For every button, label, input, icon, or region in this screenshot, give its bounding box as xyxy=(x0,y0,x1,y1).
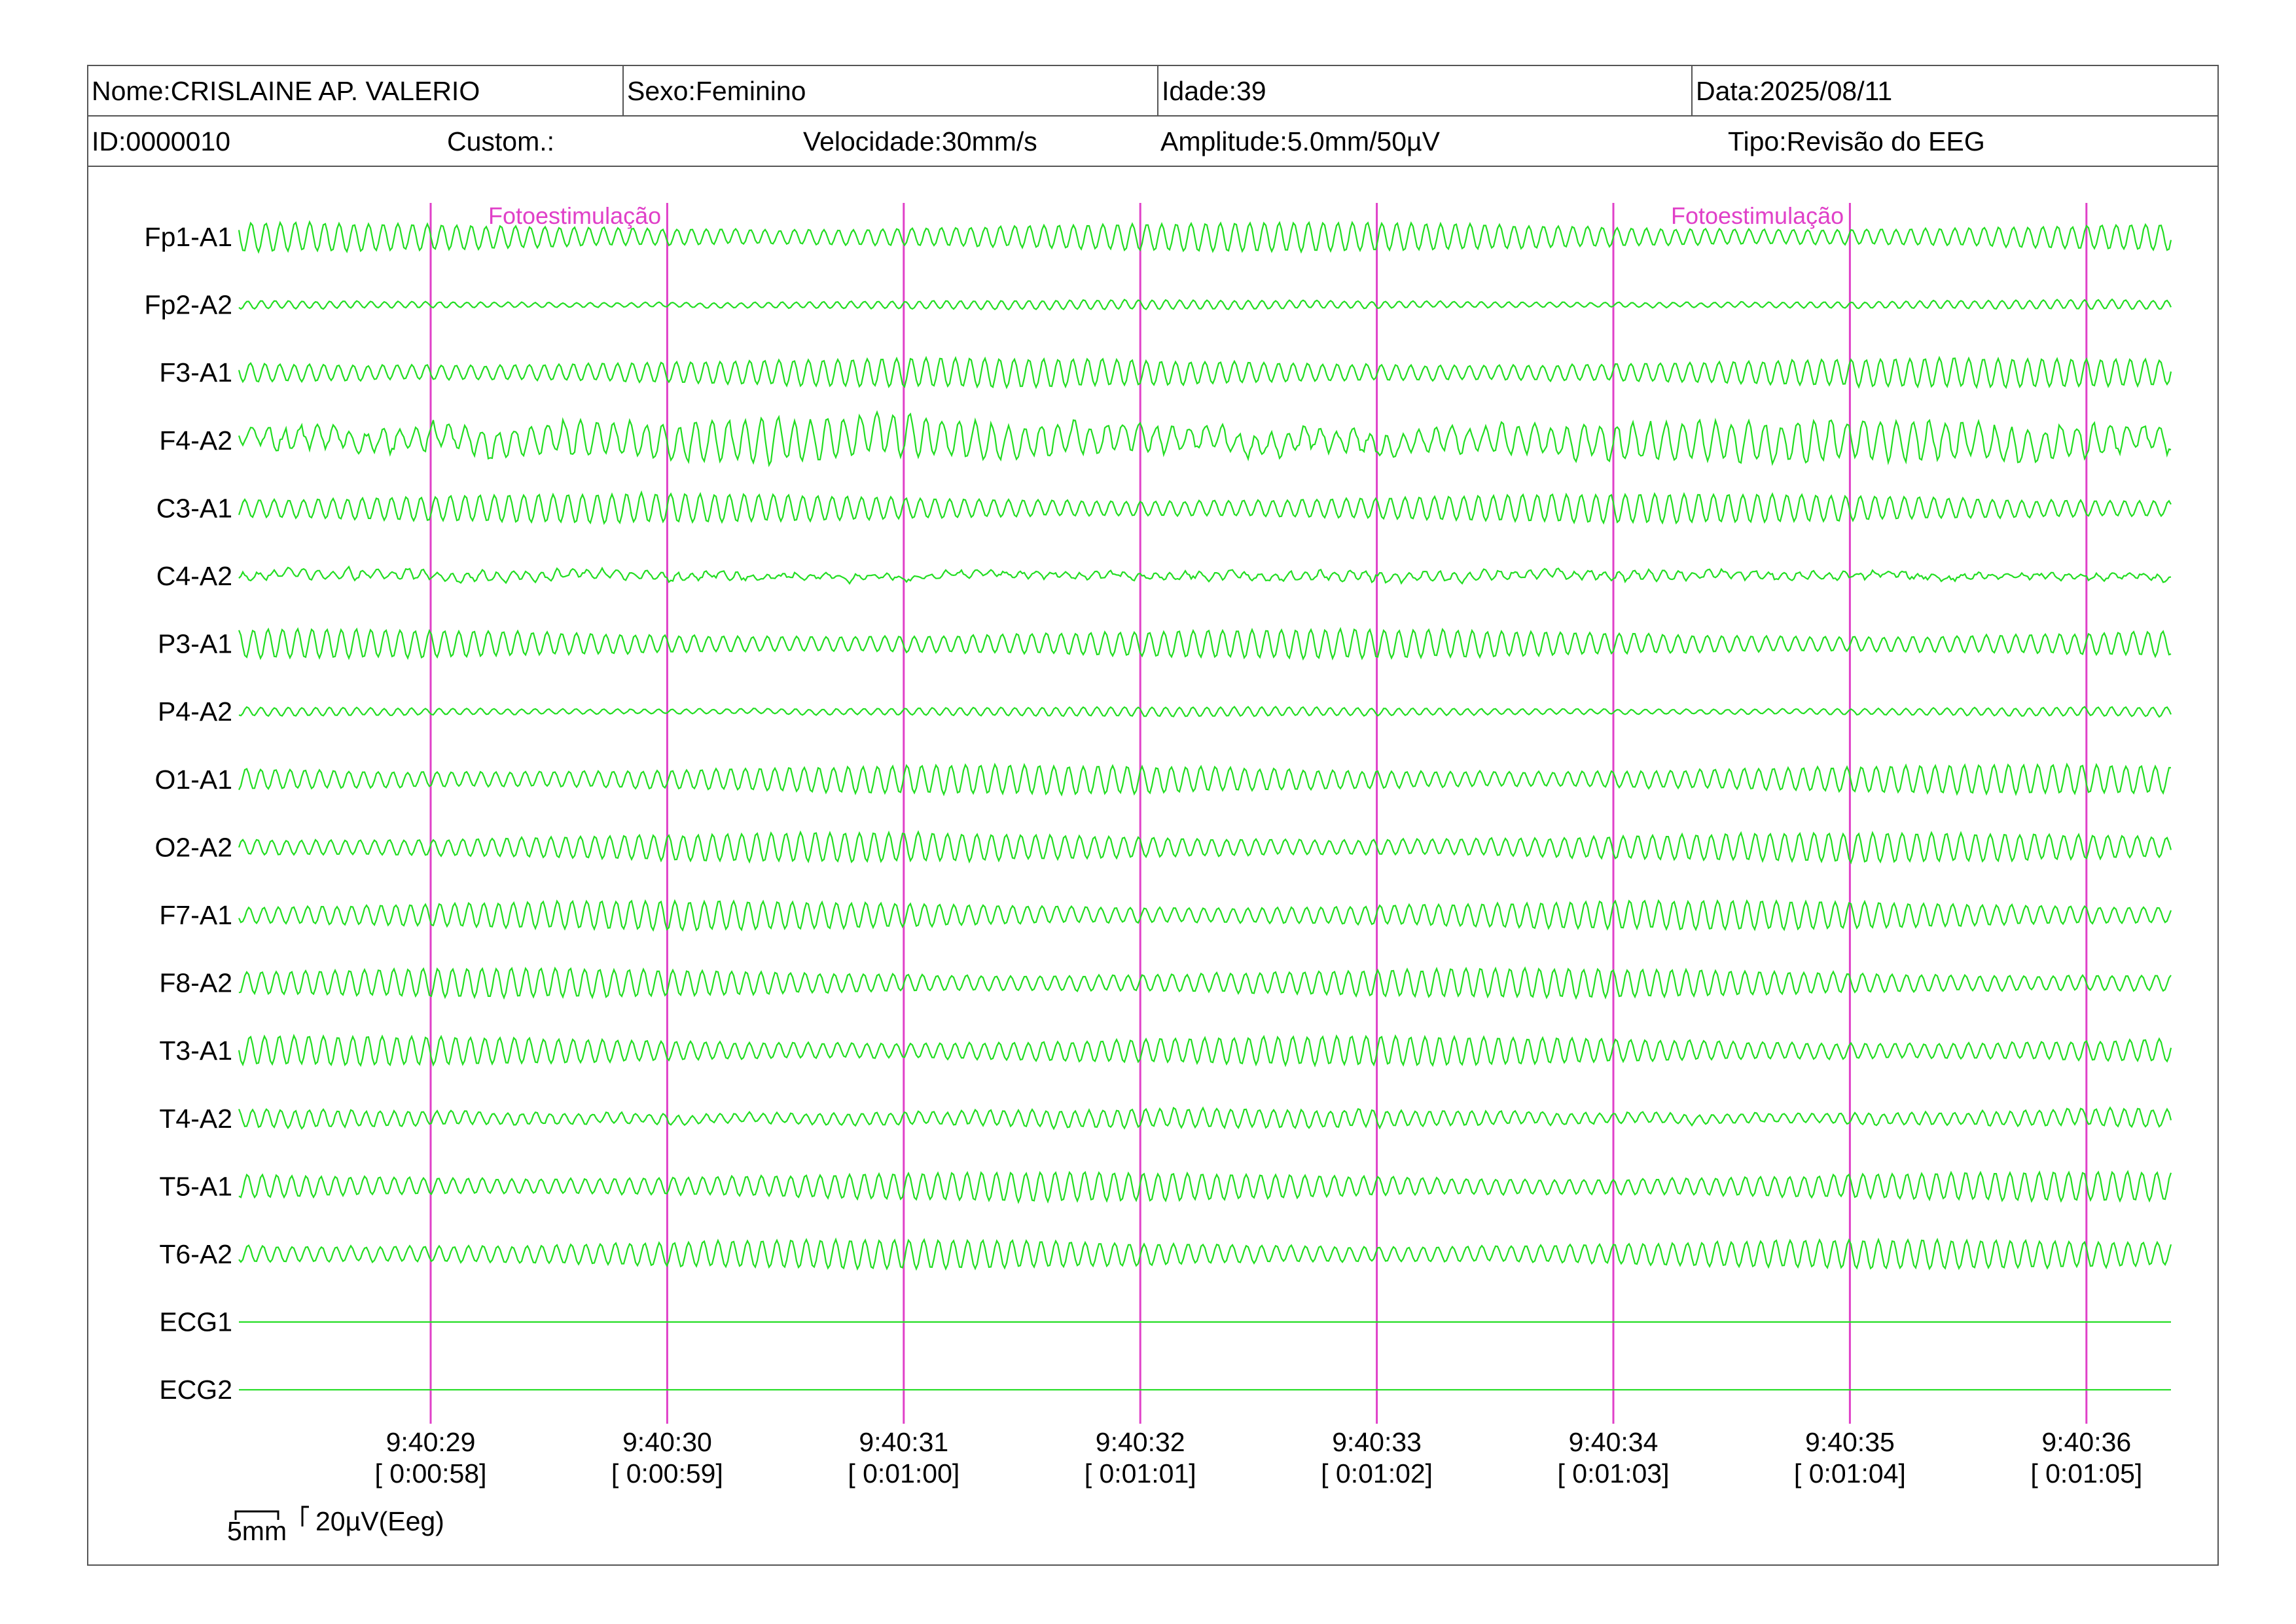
channel-label: O2-A2 xyxy=(155,832,233,862)
eeg-trace xyxy=(238,1237,2172,1271)
time-elapsed-label: [ 0:01:01] xyxy=(1085,1458,1196,1489)
channel-label: O1-A1 xyxy=(155,765,233,795)
patient-age: Idade:39 xyxy=(1157,66,1691,115)
channel-label: ECG2 xyxy=(159,1375,232,1405)
event-annotations: Fotoestimulação Fotoestimulação xyxy=(488,202,1844,229)
channel-label: T3-A1 xyxy=(159,1036,232,1066)
channel-label: Fp1-A1 xyxy=(145,222,232,252)
channel-label: C3-A1 xyxy=(156,493,232,523)
channel-label: T5-A1 xyxy=(159,1171,232,1201)
eeg-trace xyxy=(238,1106,2172,1130)
eeg-trace xyxy=(238,490,2172,525)
speed-setting: Velocidade:30mm/s xyxy=(803,126,1037,156)
scale-bar: 5mm 20µV(Eeg) xyxy=(227,1506,444,1546)
time-elapsed-label: [ 0:01:04] xyxy=(1794,1458,1906,1489)
time-clock-label: 9:40:29 xyxy=(386,1427,476,1457)
eeg-trace xyxy=(238,966,2172,1000)
report-type: Tipo:Revisão do EEG xyxy=(1728,126,1985,156)
time-elapsed-label: [ 0:01:03] xyxy=(1558,1458,1670,1489)
time-elapsed-label: [ 0:01:02] xyxy=(1321,1458,1433,1489)
time-scale-label: 5mm xyxy=(227,1516,287,1546)
patient-info-row: Nome:CRISLAINE AP. VALERIO Sexo:Feminino… xyxy=(88,66,2217,117)
channel-label: C4-A2 xyxy=(156,561,232,591)
channel-labels: Fp1-A1 Fp2-A2 F3-A1 F4-A2 C3-A1 C4-A2 P3-A1 P4-… xyxy=(145,222,232,1405)
eeg-trace xyxy=(238,298,2172,311)
time-elapsed-label: [ 0:01:05] xyxy=(2030,1458,2142,1489)
custom-field: Custom.: xyxy=(447,126,555,156)
time-clock-label: 9:40:35 xyxy=(1805,1427,1895,1457)
channel-label: T6-A2 xyxy=(159,1239,232,1269)
time-elapsed-label: [ 0:00:59] xyxy=(611,1458,723,1489)
channel-label: P4-A2 xyxy=(158,696,232,727)
channel-label: T4-A2 xyxy=(159,1104,232,1134)
eeg-trace xyxy=(238,899,2172,932)
eeg-trace xyxy=(238,830,2172,865)
time-scale-bracket xyxy=(234,1510,279,1520)
channel-label: F3-A1 xyxy=(159,357,232,388)
time-clock-label: 9:40:31 xyxy=(859,1427,948,1457)
eeg-trace xyxy=(238,762,2171,797)
eeg-trace xyxy=(238,565,2172,585)
eeg-trace xyxy=(238,1034,2172,1068)
time-clock-label: 9:40:36 xyxy=(2041,1427,2131,1457)
patient-name: Nome:CRISLAINE AP. VALERIO xyxy=(92,76,480,106)
amplitude-setting: Amplitude:5.0mm/50µV xyxy=(1160,126,1440,156)
eeg-trace xyxy=(238,706,2172,718)
exam-date: Data:2025/08/11 xyxy=(1691,66,2219,115)
time-elapsed-label: [ 0:00:58] xyxy=(375,1458,487,1489)
channel-label: P3-A1 xyxy=(158,629,232,659)
time-marker-layer xyxy=(429,203,2088,1424)
time-clock-label: 9:40:33 xyxy=(1332,1427,1422,1457)
eeg-trace xyxy=(238,220,2172,254)
amp-scale-bracket xyxy=(301,1506,309,1526)
time-clock-label: 9:40:30 xyxy=(622,1427,712,1457)
eeg-trace xyxy=(238,410,2172,467)
event-label: Fotoestimulação xyxy=(1671,202,1844,229)
patient-id: ID:0000010 xyxy=(92,126,231,156)
time-clock-label: 9:40:32 xyxy=(1096,1427,1185,1457)
channel-label: ECG1 xyxy=(159,1307,232,1337)
amp-scale-label: 20µV(Eeg) xyxy=(315,1506,444,1536)
eeg-trace xyxy=(238,626,2172,661)
eeg-trace xyxy=(238,355,2172,389)
channel-label: F4-A2 xyxy=(159,425,232,456)
channel-label: F7-A1 xyxy=(159,900,232,930)
time-elapsed-label: [ 0:01:00] xyxy=(848,1458,960,1489)
time-clock-label: 9:40:34 xyxy=(1569,1427,1659,1457)
channel-label: F8-A2 xyxy=(159,968,232,998)
eeg-traces xyxy=(238,220,2172,1391)
recording-info-row: ID:0000010 Custom.: Velocidade:30mm/s Am… xyxy=(88,117,2217,167)
patient-sex: Sexo:Feminino xyxy=(622,66,1157,115)
event-label: Fotoestimulação xyxy=(488,202,661,229)
time-axis: 9:40:29[ 0:00:58] 9:40:30[ 0:00:59] 9:40:3… xyxy=(375,1427,2143,1489)
eeg-report-frame: Nome:CRISLAINE AP. VALERIO Sexo:Feminino… xyxy=(87,65,2219,1566)
channel-label: Fp2-A2 xyxy=(145,290,232,320)
eeg-trace xyxy=(238,1170,2172,1204)
